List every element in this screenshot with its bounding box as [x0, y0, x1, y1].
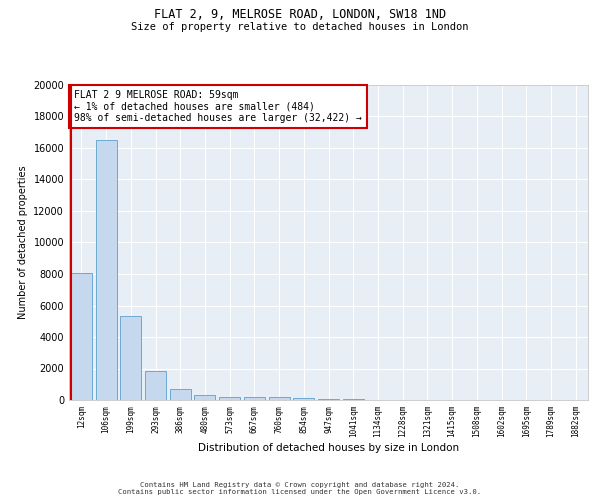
Bar: [145, 370, 166, 400]
Text: FLAT 2, 9, MELROSE ROAD, LONDON, SW18 1ND: FLAT 2, 9, MELROSE ROAD, LONDON, SW18 1N…: [154, 8, 446, 20]
Text: FLAT 2 9 MELROSE ROAD: 59sqm
← 1% of detached houses are smaller (484)
98% of se: FLAT 2 9 MELROSE ROAD: 59sqm ← 1% of det…: [74, 90, 362, 123]
Bar: [219, 396, 240, 400]
Bar: [269, 398, 290, 400]
Bar: [244, 397, 265, 400]
Text: Size of property relative to detached houses in London: Size of property relative to detached ho…: [131, 22, 469, 32]
Bar: [318, 398, 339, 400]
Bar: [194, 395, 215, 400]
Bar: [293, 398, 314, 400]
Bar: [120, 316, 141, 400]
Bar: [170, 389, 191, 400]
Bar: [71, 273, 92, 400]
Bar: [95, 140, 116, 400]
X-axis label: Distribution of detached houses by size in London: Distribution of detached houses by size …: [198, 443, 459, 453]
Text: Contains HM Land Registry data © Crown copyright and database right 2024.
Contai: Contains HM Land Registry data © Crown c…: [118, 482, 482, 495]
Bar: [343, 399, 364, 400]
Y-axis label: Number of detached properties: Number of detached properties: [18, 166, 28, 320]
